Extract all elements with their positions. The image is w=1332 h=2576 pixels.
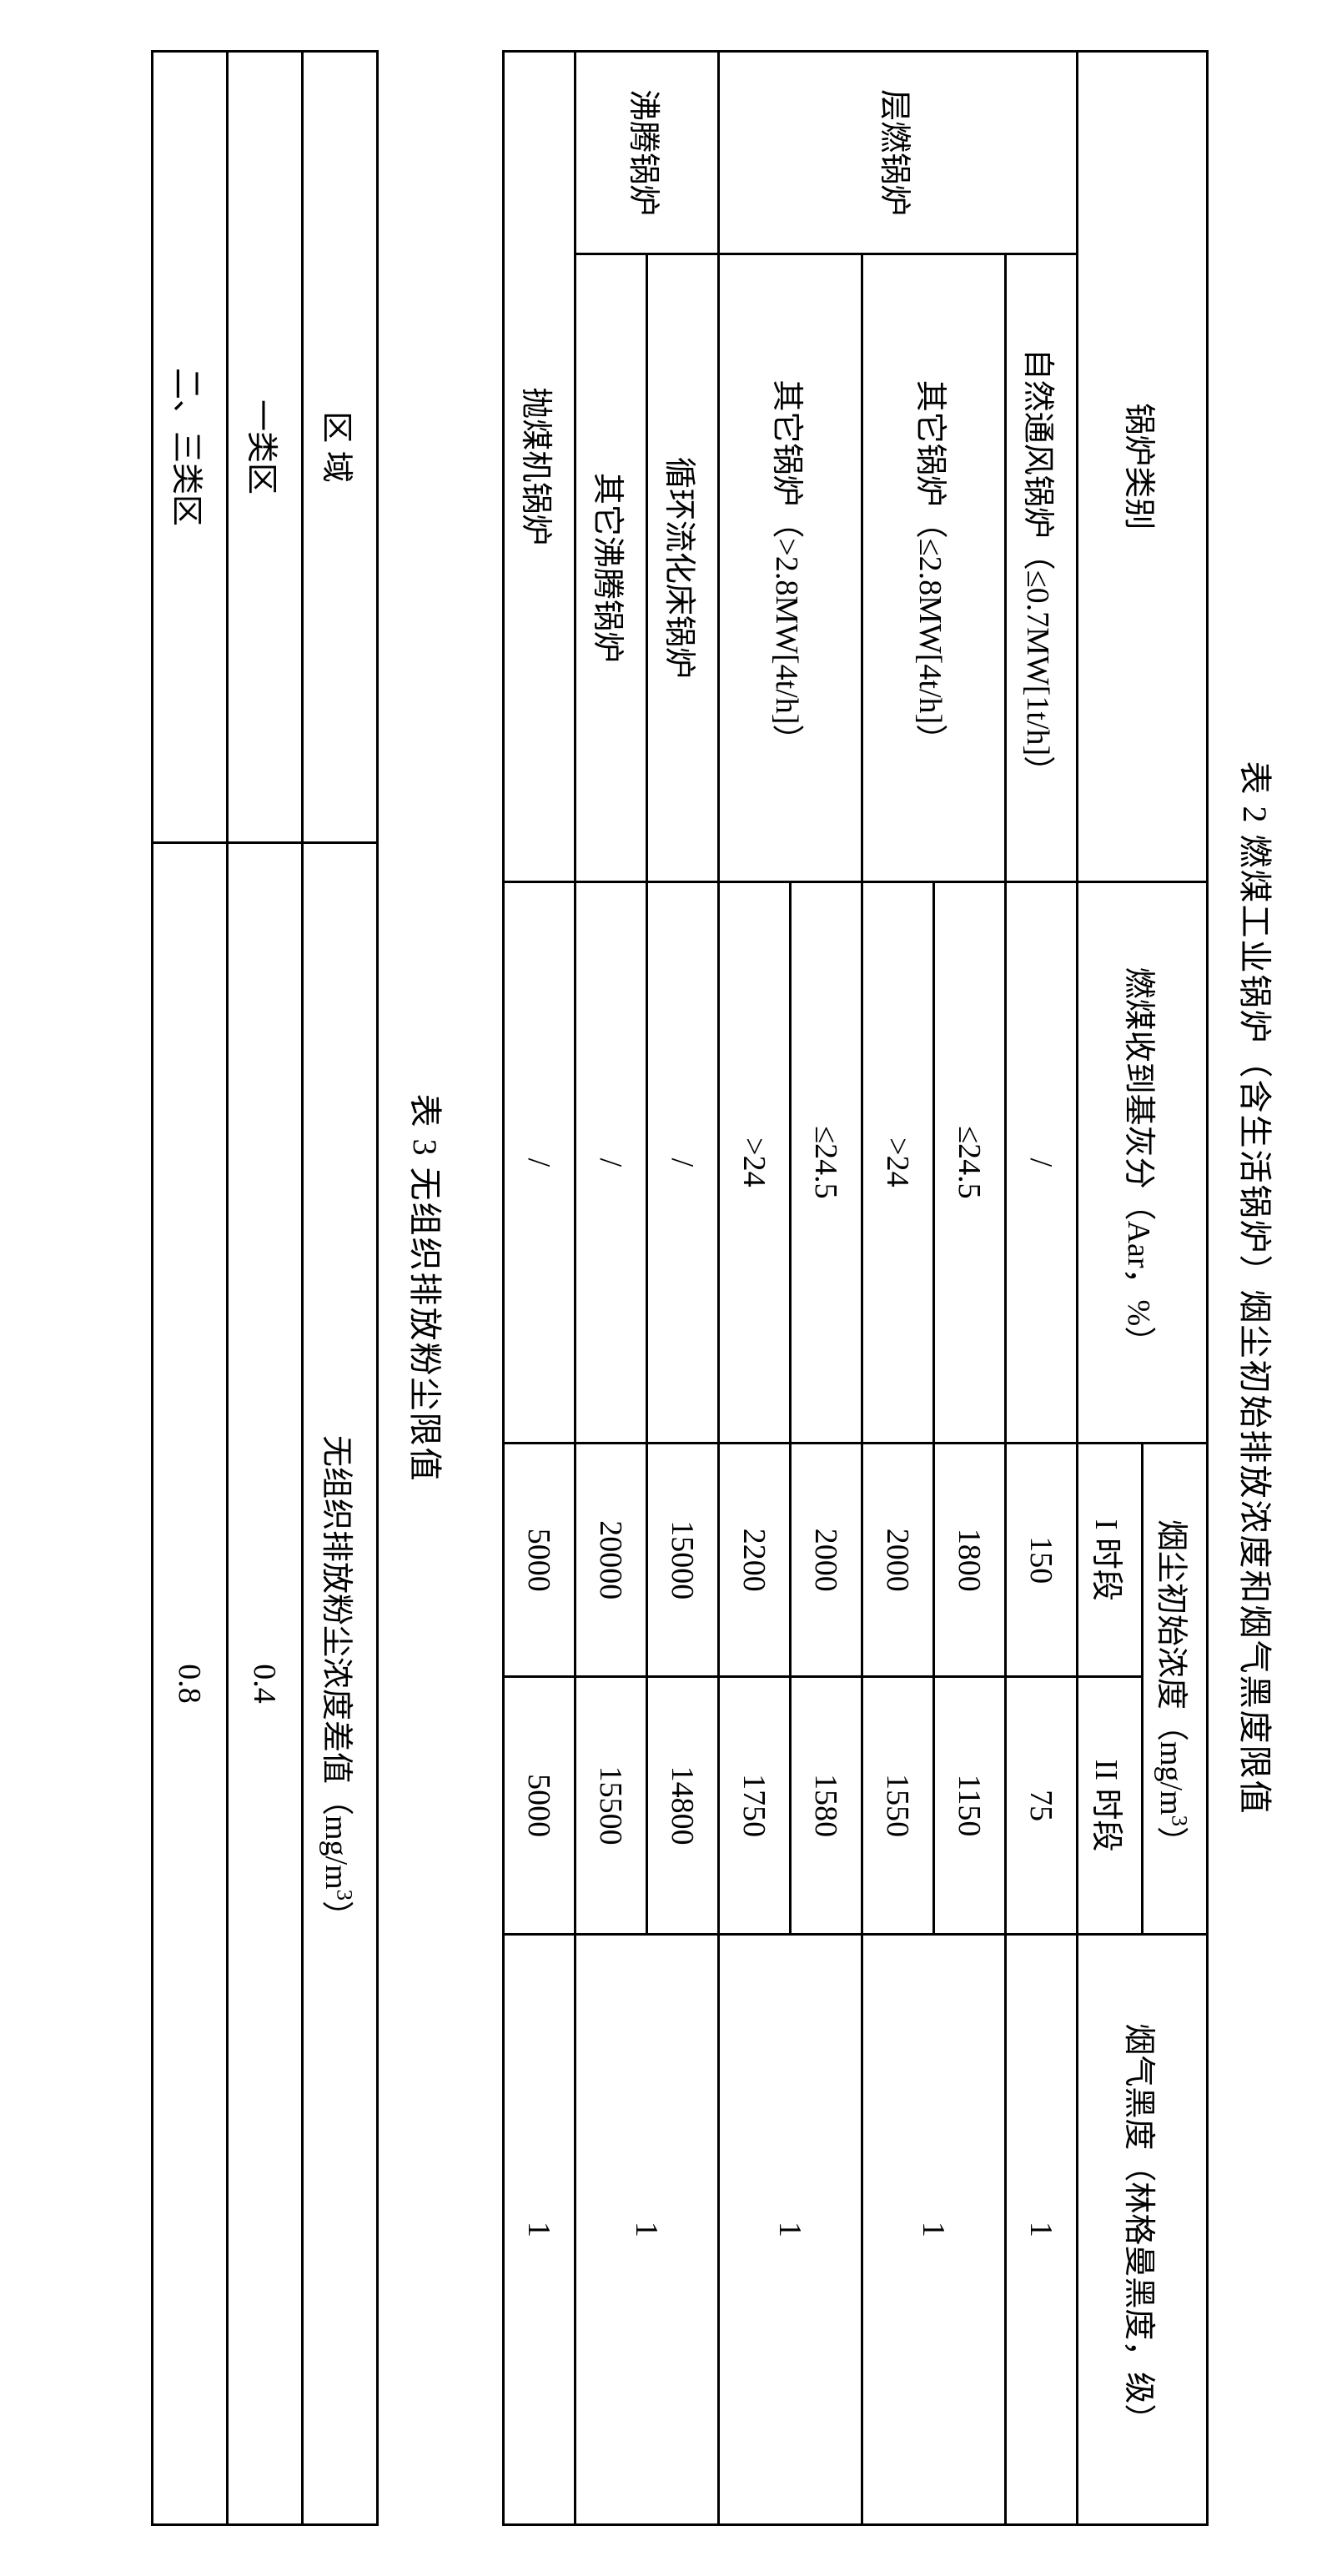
- ash-4: >24: [719, 881, 791, 1444]
- p2-2: 1550: [862, 1677, 934, 1934]
- group-boiling: 沸腾锅炉: [576, 52, 719, 254]
- sub-other-le28: 其它锅炉（≤2.8MW[4t/h]）: [862, 254, 1006, 881]
- black-0: 1: [1006, 1934, 1078, 2524]
- black-7: 1: [504, 1934, 576, 2524]
- ash-7: /: [504, 881, 576, 1444]
- ash-0: /: [1006, 881, 1078, 1444]
- th-blackness: 烟气黑度（林格曼黑度，级）: [1078, 1934, 1208, 2524]
- value-0: 0.4: [228, 843, 303, 2525]
- p2-4: 1750: [719, 1677, 791, 1934]
- ash-5: /: [647, 881, 719, 1444]
- sub-other-gt28: 其它锅炉（>2.8MW[4t/h]）: [719, 254, 862, 881]
- th-value: 无组织排放粉尘浓度差值（mg/m3）: [303, 843, 378, 2525]
- p2-1: 1150: [934, 1677, 1006, 1934]
- ash-2: >24: [862, 881, 934, 1444]
- p1-2: 2000: [862, 1444, 934, 1677]
- p1-1: 1800: [934, 1444, 1006, 1677]
- sub-circ-fluid: 循环流化床锅炉: [647, 254, 719, 881]
- p2-0: 75: [1006, 1677, 1078, 1934]
- black-1: 1: [862, 1934, 1006, 2524]
- ash-6: /: [576, 881, 647, 1444]
- group-throw: 抛煤机锅炉: [504, 52, 576, 882]
- p1-0: 150: [1006, 1444, 1078, 1677]
- p1-3: 2000: [791, 1444, 862, 1677]
- value-1: 0.8: [153, 843, 228, 2525]
- th-boiler-type: 锅炉类别: [1078, 52, 1208, 882]
- p2-3: 1580: [791, 1677, 862, 1934]
- p1-6: 20000: [576, 1444, 647, 1677]
- region-1: 二、三类区: [153, 52, 228, 843]
- th-period1: I 时段: [1078, 1444, 1143, 1677]
- region-0: 一类区: [228, 52, 303, 843]
- p1-5: 15000: [647, 1444, 719, 1677]
- p2-7: 5000: [504, 1677, 576, 1934]
- table3-caption: 表 3 无组织排放粉尘限值: [404, 50, 452, 2526]
- sub-other-boiling: 其它沸腾锅炉: [576, 254, 647, 881]
- th-ash: 燃煤收到基灰分（Aar，%）: [1078, 881, 1208, 1444]
- p2-5: 14800: [647, 1677, 719, 1934]
- ash-1: ≤24.5: [934, 881, 1006, 1444]
- group-layer: 层燃锅炉: [719, 52, 1078, 254]
- p2-6: 15500: [576, 1677, 647, 1934]
- table3: 区 域 无组织排放粉尘浓度差值（mg/m3） 一类区 0.4 二、三类区 0.8: [151, 50, 379, 2526]
- th-dust-conc: 烟尘初始浓度（mg/m3）: [1143, 1444, 1208, 1935]
- ash-3: ≤24.5: [791, 881, 862, 1444]
- p1-7: 5000: [504, 1444, 576, 1677]
- table2: 锅炉类别 燃煤收到基灰分（Aar，%） 烟尘初始浓度（mg/m3） 烟气黑度（林…: [502, 50, 1209, 2526]
- p1-4: 2200: [719, 1444, 791, 1677]
- sub-natural: 自然通风锅炉（≤0.7MW[1t/h]）: [1006, 254, 1078, 881]
- th-region: 区 域: [303, 52, 378, 843]
- black-5: 1: [576, 1934, 719, 2524]
- th-period2: II 时段: [1078, 1677, 1143, 1934]
- table2-caption: 表 2 燃煤工业锅炉（含生活锅炉）烟尘初始排放浓度和烟气黑度限值: [1234, 50, 1282, 2526]
- black-3: 1: [719, 1934, 862, 2524]
